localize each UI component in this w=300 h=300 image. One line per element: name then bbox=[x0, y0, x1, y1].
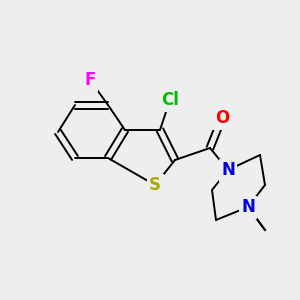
Text: N: N bbox=[241, 198, 255, 216]
Text: Cl: Cl bbox=[161, 91, 179, 109]
Text: N: N bbox=[221, 161, 235, 179]
Text: S: S bbox=[149, 176, 161, 194]
Text: O: O bbox=[215, 109, 229, 127]
Text: F: F bbox=[84, 71, 96, 89]
